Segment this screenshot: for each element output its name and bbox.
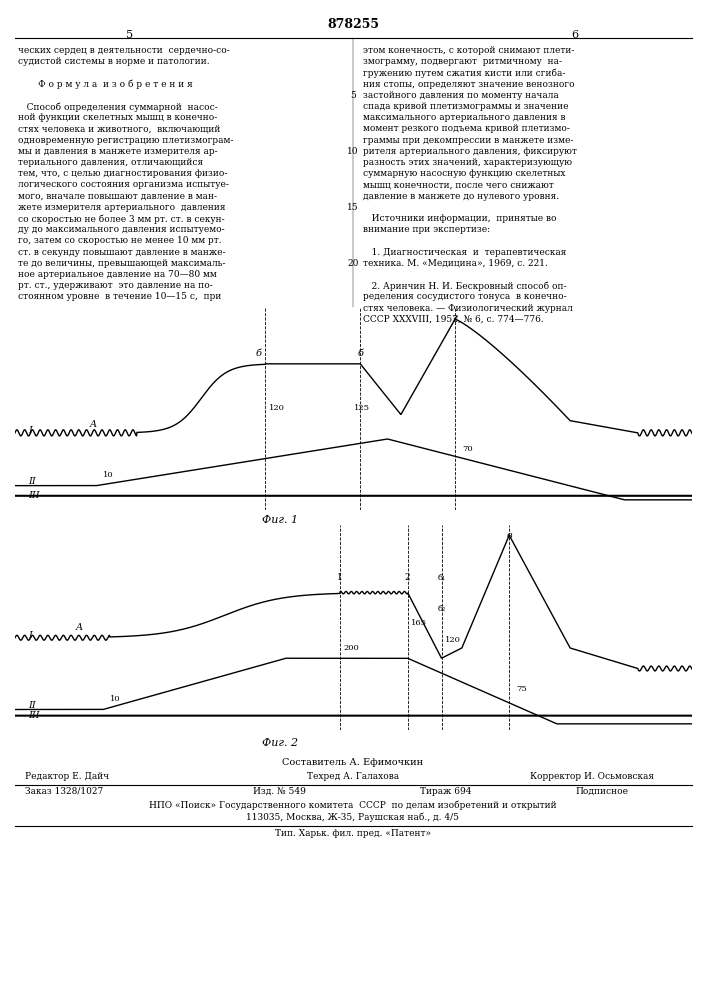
Text: б: б xyxy=(256,349,262,358)
Text: 113035, Москва, Ж-35, Раушская наб., д. 4/5: 113035, Москва, Ж-35, Раушская наб., д. … xyxy=(247,812,460,822)
Text: III: III xyxy=(28,711,40,720)
Text: логического состояния организма испытуе-: логического состояния организма испытуе- xyxy=(18,180,229,189)
Text: мого, вначале повышают давление в ман-: мого, вначале повышают давление в ман- xyxy=(18,192,217,201)
Text: рителя артериального давления, фиксируют: рителя артериального давления, фиксируют xyxy=(363,147,577,156)
Text: стоянном уровне  в течение 10—15 с,  при: стоянном уровне в течение 10—15 с, при xyxy=(18,292,221,301)
Text: Подписное: Подписное xyxy=(575,787,628,796)
Text: Способ определения суммарной  насос-: Способ определения суммарной насос- xyxy=(18,102,218,111)
Text: б₁: б₁ xyxy=(438,574,445,582)
Text: ческих сердец в деятельности  сердечно-со-: ческих сердец в деятельности сердечно-со… xyxy=(18,46,230,55)
Text: 75: 75 xyxy=(516,685,527,693)
Text: 1: 1 xyxy=(337,573,343,582)
Text: 5: 5 xyxy=(350,91,356,100)
Text: 20: 20 xyxy=(347,259,358,268)
Text: ду до максимального давления испытуемо-: ду до максимального давления испытуемо- xyxy=(18,225,225,234)
Text: Источники информации,  принятые во: Источники информации, принятые во xyxy=(363,214,556,223)
Text: давление в манжете до нулевого уровня.: давление в манжете до нулевого уровня. xyxy=(363,192,559,201)
Text: граммы при декомпрессии в манжете изме-: граммы при декомпрессии в манжете изме- xyxy=(363,136,573,145)
Text: разность этих значений, характеризующую: разность этих значений, характеризующую xyxy=(363,158,572,167)
Text: мышц конечности, после чего снижают: мышц конечности, после чего снижают xyxy=(363,180,554,189)
Text: со скоростью не более 3 мм рт. ст. в секун-: со скоростью не более 3 мм рт. ст. в сек… xyxy=(18,214,225,224)
Text: судистой системы в норме и патологии.: судистой системы в норме и патологии. xyxy=(18,57,209,66)
Text: 10: 10 xyxy=(347,147,358,156)
Text: тем, что, с целью диагностирования физио-: тем, что, с целью диагностирования физио… xyxy=(18,169,228,178)
Text: Ф о р м у л а  и з о б р е т е н и я: Ф о р м у л а и з о б р е т е н и я xyxy=(18,80,193,89)
Text: териального давления, отличающийся: териального давления, отличающийся xyxy=(18,158,203,167)
Text: ния стопы, определяют значение венозного: ния стопы, определяют значение венозного xyxy=(363,80,575,89)
Text: Фиг. 1: Фиг. 1 xyxy=(262,515,298,525)
Text: ное артериальное давление на 70—80 мм: ное артериальное давление на 70—80 мм xyxy=(18,270,217,279)
Text: НПО «Поиск» Государственного комитета  СССР  по делам изобретений и открытий: НПО «Поиск» Государственного комитета СС… xyxy=(149,800,557,810)
Text: стях человека. — Физиологический журнал: стях человека. — Физиологический журнал xyxy=(363,304,573,313)
Text: одновременную регистрацию плетизмограм-: одновременную регистрацию плетизмограм- xyxy=(18,136,233,145)
Text: спада кривой плетизмограммы и значение: спада кривой плетизмограммы и значение xyxy=(363,102,568,111)
Text: го, затем со скоростью не менее 10 мм рт.: го, затем со скоростью не менее 10 мм рт… xyxy=(18,236,221,245)
Text: застойного давления по моменту начала: застойного давления по моменту начала xyxy=(363,91,559,100)
Text: II: II xyxy=(28,477,36,486)
Text: I: I xyxy=(28,426,33,435)
Text: 5: 5 xyxy=(127,30,134,40)
Text: суммарную насосную функцию скелетных: суммарную насосную функцию скелетных xyxy=(363,169,566,178)
Text: Редактор Е. Дайч: Редактор Е. Дайч xyxy=(25,772,109,781)
Text: Тираж 694: Тираж 694 xyxy=(420,787,472,796)
Text: Корректор И. Осьмовская: Корректор И. Осьмовская xyxy=(530,772,654,781)
Text: 120: 120 xyxy=(269,404,285,412)
Text: те до величины, превышающей максималь-: те до величины, превышающей максималь- xyxy=(18,259,226,268)
Text: 10: 10 xyxy=(103,471,114,479)
Text: внимание при экспертизе:: внимание при экспертизе: xyxy=(363,225,490,234)
Text: 2: 2 xyxy=(405,573,411,582)
Text: Изд. № 549: Изд. № 549 xyxy=(253,787,306,796)
Text: рт. ст., удерживают  это давление на по-: рт. ст., удерживают это давление на по- xyxy=(18,281,213,290)
Text: змограмму, подвергают  ритмичному  на-: змограмму, подвергают ритмичному на- xyxy=(363,57,562,66)
Text: этом конечность, с которой снимают плети-: этом конечность, с которой снимают плети… xyxy=(363,46,574,55)
Text: ст. в секунду повышают давление в манже-: ст. в секунду повышают давление в манже- xyxy=(18,248,226,257)
Text: момент резкого подъема кривой плетизмо-: момент резкого подъема кривой плетизмо- xyxy=(363,124,570,133)
Text: мы и давления в манжете измерителя ар-: мы и давления в манжете измерителя ар- xyxy=(18,147,218,156)
Text: 165: 165 xyxy=(411,619,427,627)
Text: 120: 120 xyxy=(445,636,461,644)
Text: б₂: б₂ xyxy=(438,605,445,613)
Text: 200: 200 xyxy=(344,644,359,652)
Text: б: б xyxy=(357,349,363,358)
Text: ной функции скелетных мышц в конечно-: ной функции скелетных мышц в конечно- xyxy=(18,113,217,122)
Text: г: г xyxy=(452,313,457,322)
Text: гружению путем сжатия кисти или сгиба-: гружению путем сжатия кисти или сгиба- xyxy=(363,68,566,78)
Text: Заказ 1328/1027: Заказ 1328/1027 xyxy=(25,787,103,796)
Text: СССР XXXVIII, 1952, № 6, с. 774—776.: СССР XXXVIII, 1952, № 6, с. 774—776. xyxy=(363,315,544,324)
Text: 70: 70 xyxy=(462,445,472,453)
Text: 1. Диагностическая  и  терапевтическая: 1. Диагностическая и терапевтическая xyxy=(363,248,566,257)
Text: III: III xyxy=(28,491,40,500)
Text: жете измерителя артериального  давления: жете измерителя артериального давления xyxy=(18,203,226,212)
Text: 6: 6 xyxy=(571,30,578,40)
Text: 125: 125 xyxy=(354,404,370,412)
Text: 878255: 878255 xyxy=(327,18,379,31)
Text: A: A xyxy=(90,420,96,429)
Text: стях человека и животного,  включающий: стях человека и животного, включающий xyxy=(18,124,221,133)
Text: Техред А. Галахова: Техред А. Галахова xyxy=(307,772,399,781)
Text: I: I xyxy=(28,631,33,640)
Text: в: в xyxy=(506,531,512,540)
Text: максимального артериального давления в: максимального артериального давления в xyxy=(363,113,566,122)
Text: Фиг. 2: Фиг. 2 xyxy=(262,738,298,748)
Text: техника. М. «Медицина», 1969, с. 221.: техника. М. «Медицина», 1969, с. 221. xyxy=(363,259,548,268)
Text: A: A xyxy=(76,623,83,632)
Text: 2. Аринчин Н. И. Бескровный способ оп-: 2. Аринчин Н. И. Бескровный способ оп- xyxy=(363,281,566,291)
Text: 15: 15 xyxy=(347,203,359,212)
Text: II: II xyxy=(28,701,36,710)
Text: ределения сосудистого тонуса  в конечно-: ределения сосудистого тонуса в конечно- xyxy=(363,292,566,301)
Text: 10: 10 xyxy=(110,695,120,703)
Text: Составитель А. Ефимочкин: Составитель А. Ефимочкин xyxy=(282,758,423,767)
Text: Тип. Харьк. фил. пред. «Патент»: Тип. Харьк. фил. пред. «Патент» xyxy=(275,829,431,838)
